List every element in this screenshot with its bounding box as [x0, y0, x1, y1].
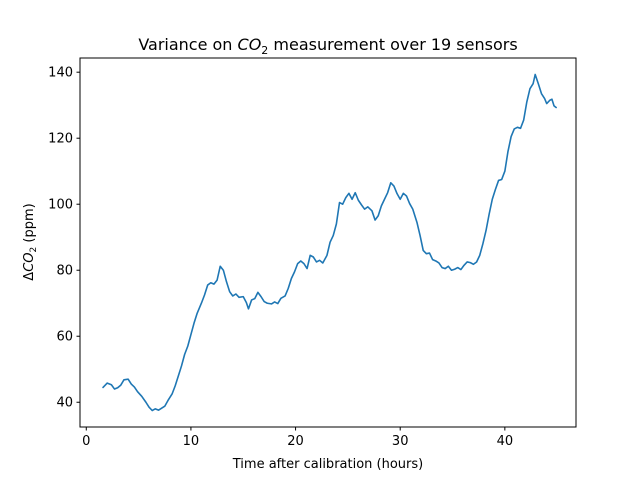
x-tick-label: 40 — [497, 434, 514, 449]
x-tick-label: 0 — [82, 434, 90, 449]
x-tick-label: 30 — [392, 434, 409, 449]
x-tick-label: 20 — [287, 434, 304, 449]
y-tick-label: 100 — [48, 198, 73, 213]
chart-title: Variance on CO2 measurement over 19 sens… — [138, 35, 517, 57]
y-tick-label: 120 — [48, 132, 73, 147]
x-tick-label: 10 — [183, 434, 200, 449]
y-tick-label: 80 — [56, 264, 73, 279]
y-tick-label: 60 — [56, 330, 73, 345]
plot-frame — [79, 57, 577, 428]
y-tick-label: 140 — [48, 66, 73, 81]
y-tick-label: 40 — [56, 396, 73, 411]
x-axis: 0 10 20 30 40 — [82, 427, 513, 449]
y-axis-label: ΔCO2 (ppm) — [22, 203, 39, 280]
series-line — [102, 73, 557, 412]
y-axis: 40 60 80 100 120 140 — [48, 66, 80, 411]
x-axis-label: Time after calibration (hours) — [232, 457, 423, 472]
